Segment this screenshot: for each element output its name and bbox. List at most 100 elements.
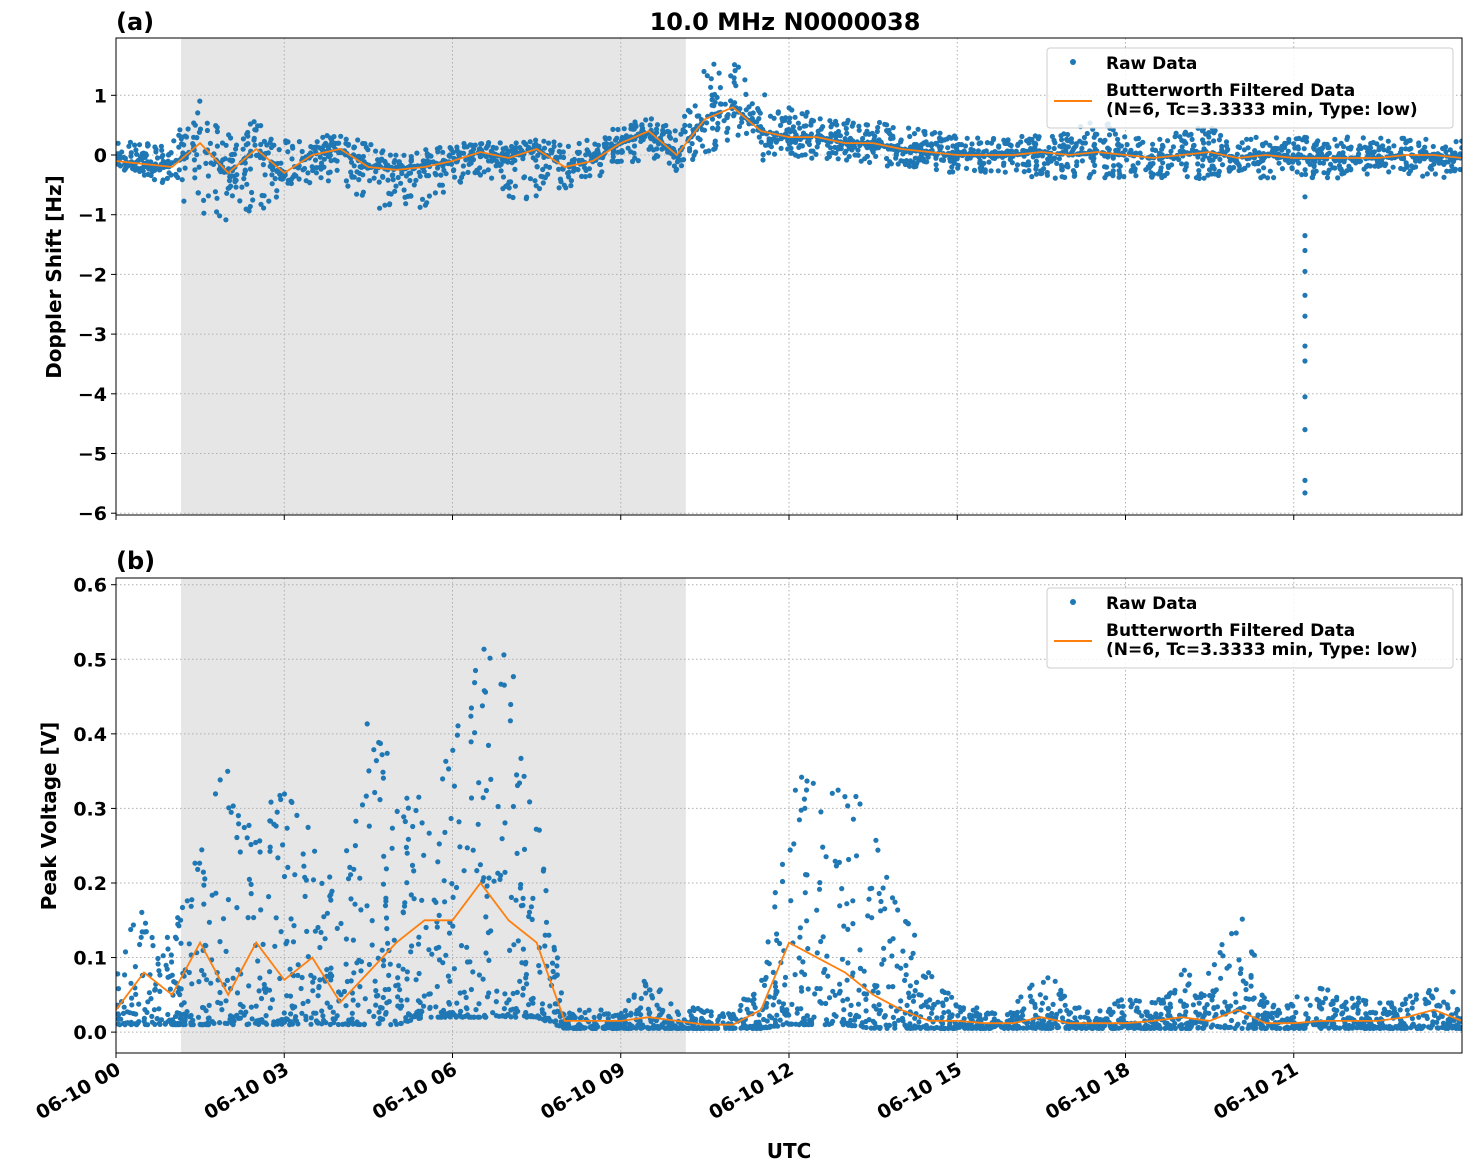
raw-data-point: [812, 991, 818, 997]
raw-data-point: [1304, 139, 1310, 145]
raw-data-point: [1382, 162, 1388, 169]
raw-data-point: [485, 742, 492, 749]
raw-data-point: [398, 162, 404, 168]
raw-data-point: [348, 896, 354, 902]
raw-data-point: [382, 202, 388, 208]
raw-data-point: [689, 141, 695, 147]
raw-data-point: [1294, 169, 1300, 175]
raw-data-point: [491, 878, 497, 884]
raw-data-point: [1206, 140, 1212, 146]
raw-data-point: [1107, 1006, 1113, 1012]
raw-data-point: [804, 778, 810, 784]
raw-data-point: [858, 158, 864, 164]
raw-data-point: [348, 159, 355, 165]
raw-data-point: [1269, 1010, 1275, 1016]
raw-data-point: [437, 145, 443, 151]
raw-data-point: [599, 169, 605, 175]
raw-data-point: [328, 897, 334, 903]
raw-data-point: [961, 1016, 967, 1022]
raw-data-point: [145, 999, 151, 1005]
raw-data-point: [1206, 134, 1212, 140]
raw-data-point: [258, 141, 264, 148]
raw-data-point: [1229, 931, 1235, 937]
raw-data-point: [666, 160, 672, 166]
raw-data-point: [699, 143, 706, 149]
raw-data-point: [1130, 167, 1136, 173]
raw-data-point: [278, 796, 284, 803]
raw-data-point: [1196, 994, 1202, 1000]
raw-data-point: [334, 925, 340, 932]
raw-data-point: [232, 179, 238, 185]
raw-data-point: [893, 152, 899, 158]
raw-data-point: [1231, 164, 1237, 171]
raw-data-point: [1257, 1001, 1263, 1008]
raw-data-point: [1092, 131, 1098, 137]
raw-data-point: [1170, 144, 1176, 150]
raw-data-point: [1259, 155, 1265, 162]
raw-data-point: [512, 157, 518, 164]
raw-data-point: [261, 981, 267, 988]
raw-data-point: [808, 148, 814, 154]
raw-data-point: [1002, 140, 1008, 146]
raw-data-point: [1315, 153, 1321, 159]
raw-data-point: [428, 153, 434, 159]
raw-data-point: [365, 147, 371, 153]
raw-data-point: [1255, 1012, 1261, 1018]
raw-data-point: [648, 116, 655, 122]
raw-data-point: [824, 953, 830, 959]
raw-data-point: [366, 823, 372, 829]
raw-data-point: [790, 124, 797, 130]
raw-data-point: [597, 1014, 603, 1021]
raw-data-point: [536, 963, 542, 969]
raw-data-point: [288, 176, 294, 182]
raw-data-point: [912, 1015, 918, 1021]
raw-data-point: [856, 987, 862, 993]
raw-data-point: [214, 143, 220, 149]
raw-data-point: [852, 152, 858, 158]
shaded-interval: [181, 38, 686, 515]
raw-data-point: [1145, 164, 1151, 170]
raw-data-point: [758, 139, 764, 145]
raw-data-point: [728, 98, 734, 104]
raw-data-point: [870, 1018, 876, 1024]
raw-data-point: [732, 68, 738, 74]
raw-data-point: [1347, 1015, 1353, 1021]
raw-data-point: [410, 823, 416, 830]
raw-data-point: [833, 150, 839, 156]
raw-data-point: [237, 1015, 243, 1021]
raw-data-point: [524, 194, 530, 200]
raw-data-point: [510, 990, 516, 997]
raw-data-point: [493, 145, 499, 151]
raw-data-point: [201, 972, 207, 978]
raw-data-point: [300, 851, 306, 857]
raw-data-point: [1168, 148, 1174, 154]
raw-data-point: [1150, 141, 1156, 147]
raw-data-point: [1100, 139, 1107, 145]
raw-data-point: [508, 894, 514, 901]
raw-data-point: [841, 1007, 847, 1013]
raw-data-point: [510, 674, 516, 680]
raw-data-point: [863, 991, 870, 997]
raw-data-point: [310, 167, 316, 174]
raw-data-point: [281, 791, 288, 797]
raw-data-point: [1243, 995, 1249, 1002]
raw-data-point: [549, 150, 555, 156]
raw-data-point: [517, 145, 523, 151]
raw-data-point: [643, 117, 649, 123]
raw-data-point: [789, 1001, 795, 1008]
raw-data-point: [1052, 175, 1058, 181]
raw-data-point: [175, 174, 181, 181]
raw-data-point: [873, 153, 879, 159]
raw-data-point: [663, 122, 669, 129]
raw-data-point: [371, 1013, 377, 1020]
raw-data-point: [869, 915, 875, 921]
raw-data-point: [277, 975, 283, 982]
raw-data-point: [1130, 163, 1136, 169]
raw-data-point: [338, 920, 344, 927]
raw-data-point: [537, 969, 543, 975]
raw-data-point: [940, 1000, 946, 1006]
raw-data-point: [228, 183, 234, 189]
raw-data-point: [678, 163, 685, 169]
raw-data-point: [510, 803, 516, 810]
chart-title: 10.0 MHz N0000038: [650, 8, 921, 36]
